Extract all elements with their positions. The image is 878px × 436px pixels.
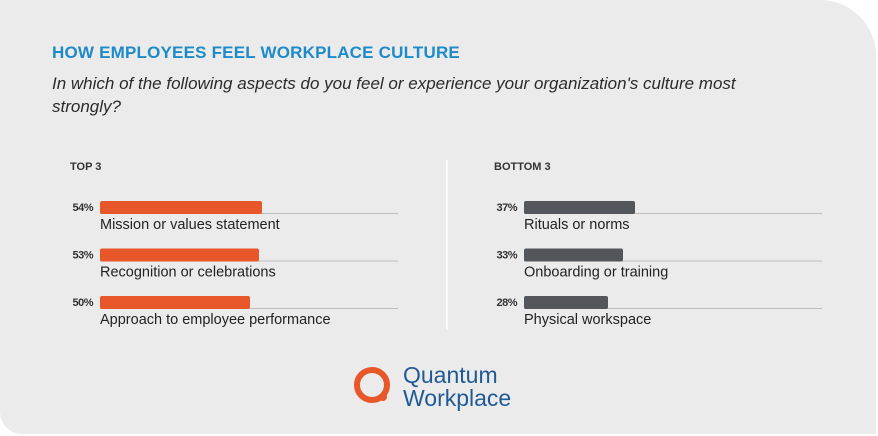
value-label: 50% <box>72 297 93 309</box>
panel-title: TOP 3 <box>70 161 101 173</box>
bar <box>524 296 608 309</box>
category-label: Approach to employee performance <box>100 312 331 328</box>
value-label: 33% <box>496 249 517 261</box>
bar <box>100 201 262 214</box>
subtitle: In which of the following aspects do you… <box>52 74 736 116</box>
category-label: Recognition or celebrations <box>100 264 276 280</box>
logo-text: Quantum <box>403 362 498 388</box>
bar <box>100 248 259 262</box>
category-label: Rituals or norms <box>524 217 630 233</box>
value-label: 53% <box>72 249 93 261</box>
bar <box>524 248 623 262</box>
bar <box>100 296 250 309</box>
value-label: 37% <box>496 202 517 214</box>
category-label: Physical workspace <box>524 312 651 328</box>
logo-icon-dot <box>379 393 387 401</box>
logo-icon <box>354 367 390 403</box>
panel-title: BOTTOM 3 <box>494 161 551 173</box>
category-label: Onboarding or training <box>524 264 668 280</box>
logo-text: Workplace <box>403 385 511 411</box>
bar <box>524 201 635 214</box>
value-label: 28% <box>496 297 517 309</box>
category-label: Mission or values statement <box>100 217 280 233</box>
value-label: 54% <box>72 202 93 214</box>
title: HOW EMPLOYEES FEEL WORKPLACE CULTURE <box>52 43 460 62</box>
